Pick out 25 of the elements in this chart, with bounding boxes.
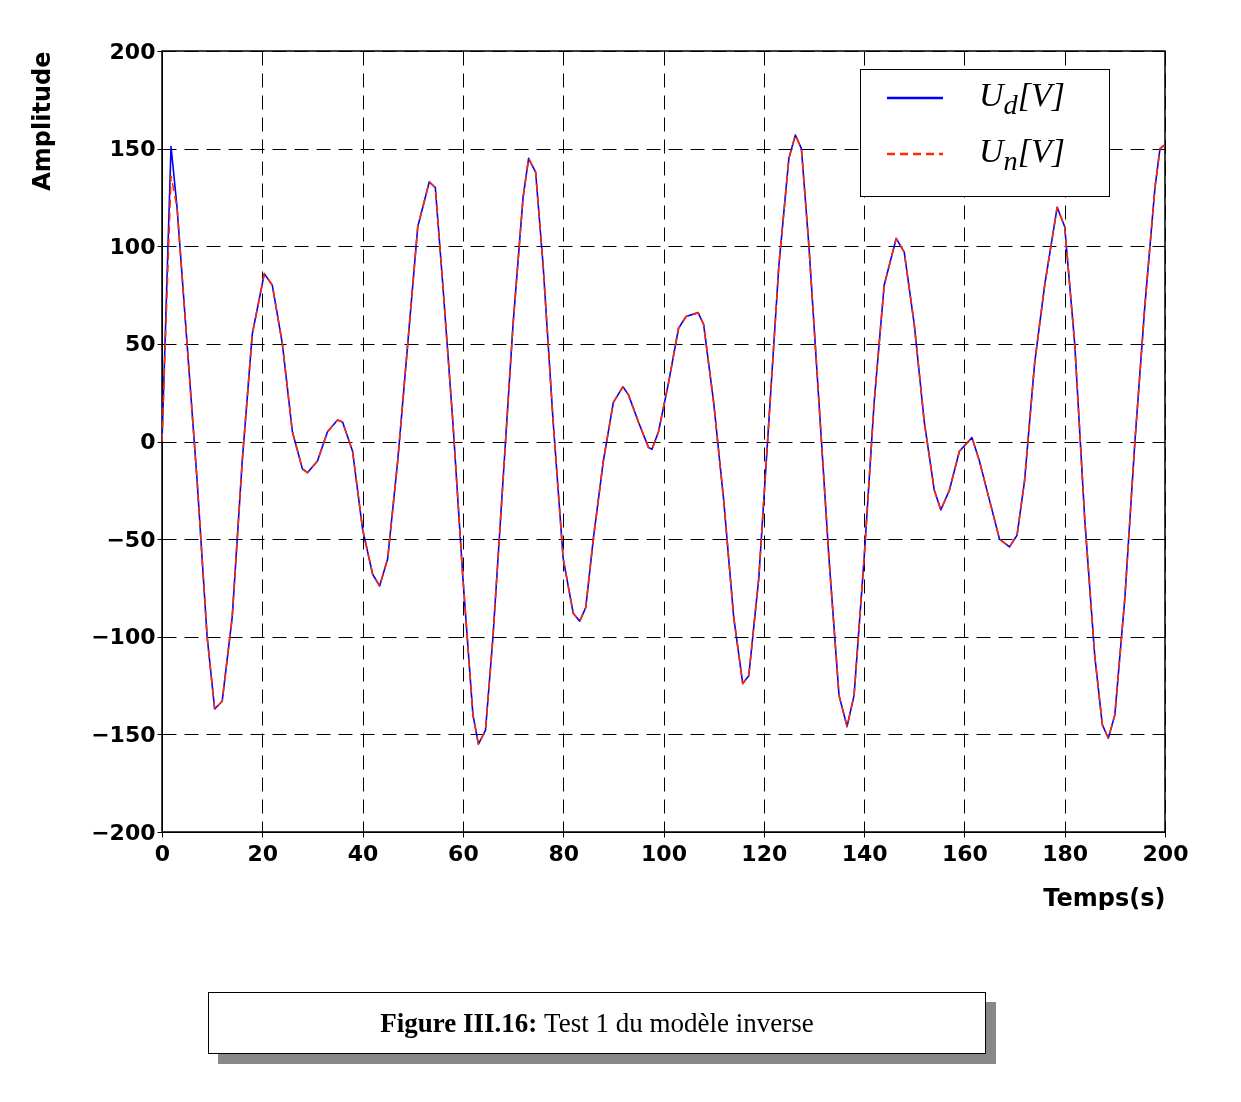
y-tick-label: −200 xyxy=(91,819,156,845)
y-tick-label: 50 xyxy=(124,331,156,357)
legend-label: U$_{n}$[V] xyxy=(979,131,1065,177)
x-tick-label: 20 xyxy=(247,840,279,866)
x-tick-label: 120 xyxy=(741,840,788,866)
x-tick-label: 80 xyxy=(548,840,580,866)
legend-label: U$_{d}$[V] xyxy=(979,75,1065,121)
y-tick-label: 200 xyxy=(109,38,156,64)
line-series xyxy=(162,134,1165,745)
y-tick-label: 150 xyxy=(109,136,156,162)
x-tick-label: 100 xyxy=(641,840,687,866)
y-tick-label: 0 xyxy=(140,429,156,454)
y-tick-label: −100 xyxy=(91,624,156,650)
x-tick-label: 180 xyxy=(1042,840,1089,866)
x-tick-label: 140 xyxy=(841,840,888,866)
x-tick-label: 200 xyxy=(1142,840,1189,866)
y-tick-label: −50 xyxy=(106,526,156,552)
x-tick-label: 40 xyxy=(347,840,379,866)
x-tick-label: 160 xyxy=(941,840,988,866)
text: Figure III.16: Test 1 du modèle inverse xyxy=(380,1007,814,1039)
y-axis-title: Amplitude xyxy=(28,51,57,191)
x-tick-label: 60 xyxy=(448,840,479,866)
y-tick-label: 100 xyxy=(109,233,156,259)
x-axis-title: Temps(s) xyxy=(1043,883,1166,912)
y-tick-label: −150 xyxy=(91,721,156,747)
